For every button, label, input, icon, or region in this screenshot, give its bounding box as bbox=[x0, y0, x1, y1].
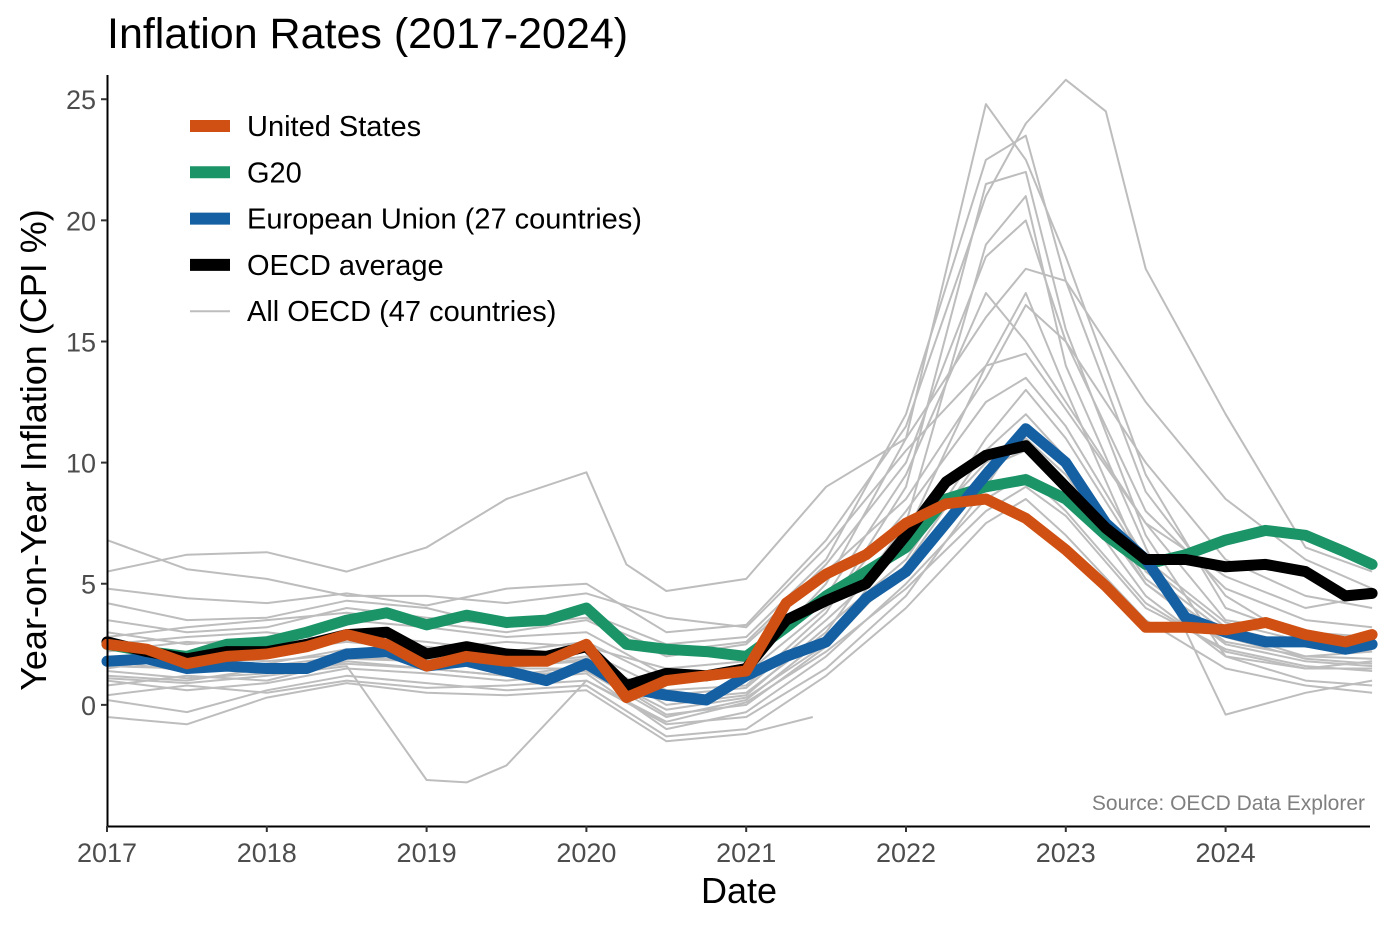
background-country-line bbox=[106, 267, 1373, 592]
y-tick-label: 5 bbox=[81, 570, 96, 600]
x-tick-label: 2018 bbox=[237, 838, 297, 868]
x-tick-label: 2024 bbox=[1196, 838, 1256, 868]
y-ticks: 0 5 10 15 20 25 bbox=[66, 85, 107, 721]
x-tick-label: 2017 bbox=[77, 838, 137, 868]
series-line-united-states bbox=[101, 493, 1378, 704]
x-tick-label: 2022 bbox=[876, 838, 936, 868]
background-country-line bbox=[106, 473, 1373, 731]
x-tick-label: 2020 bbox=[556, 838, 616, 868]
x-tick-label: 2021 bbox=[716, 838, 776, 868]
x-tick-label: 2019 bbox=[397, 838, 457, 868]
y-tick-label: 0 bbox=[81, 691, 96, 721]
y-tick-label: 20 bbox=[66, 206, 96, 236]
legend-label: G20 bbox=[247, 157, 302, 189]
legend: United States G20 European Union (27 count… bbox=[190, 111, 642, 328]
y-tick-label: 25 bbox=[66, 85, 96, 115]
legend-label: All OECD (47 countries) bbox=[247, 296, 556, 328]
y-tick-label: 15 bbox=[66, 327, 96, 357]
y-tick-label: 10 bbox=[66, 449, 96, 479]
source-caption: Source: OECD Data Explorer bbox=[1092, 792, 1365, 815]
highlight-series-layer bbox=[101, 423, 1378, 706]
background-country-line bbox=[106, 682, 814, 743]
chart-title: Inflation Rates (2017-2024) bbox=[107, 10, 628, 58]
y-axis-title: Year-on-Year Inflation (CPI %) bbox=[13, 209, 54, 691]
background-country-line bbox=[106, 219, 1373, 653]
legend-label: European Union (27 countries) bbox=[247, 204, 642, 236]
legend-label: United States bbox=[247, 111, 421, 143]
x-tick-label: 2023 bbox=[1036, 838, 1096, 868]
legend-label: OECD average bbox=[247, 250, 444, 282]
background-country-line bbox=[106, 352, 1373, 629]
background-country-line bbox=[106, 485, 1373, 784]
background-country-line bbox=[106, 78, 1373, 634]
x-ticks: 2017 2018 2019 2020 2021 2022 2023 2024 bbox=[77, 826, 1256, 868]
x-axis-title: Date bbox=[701, 870, 777, 911]
